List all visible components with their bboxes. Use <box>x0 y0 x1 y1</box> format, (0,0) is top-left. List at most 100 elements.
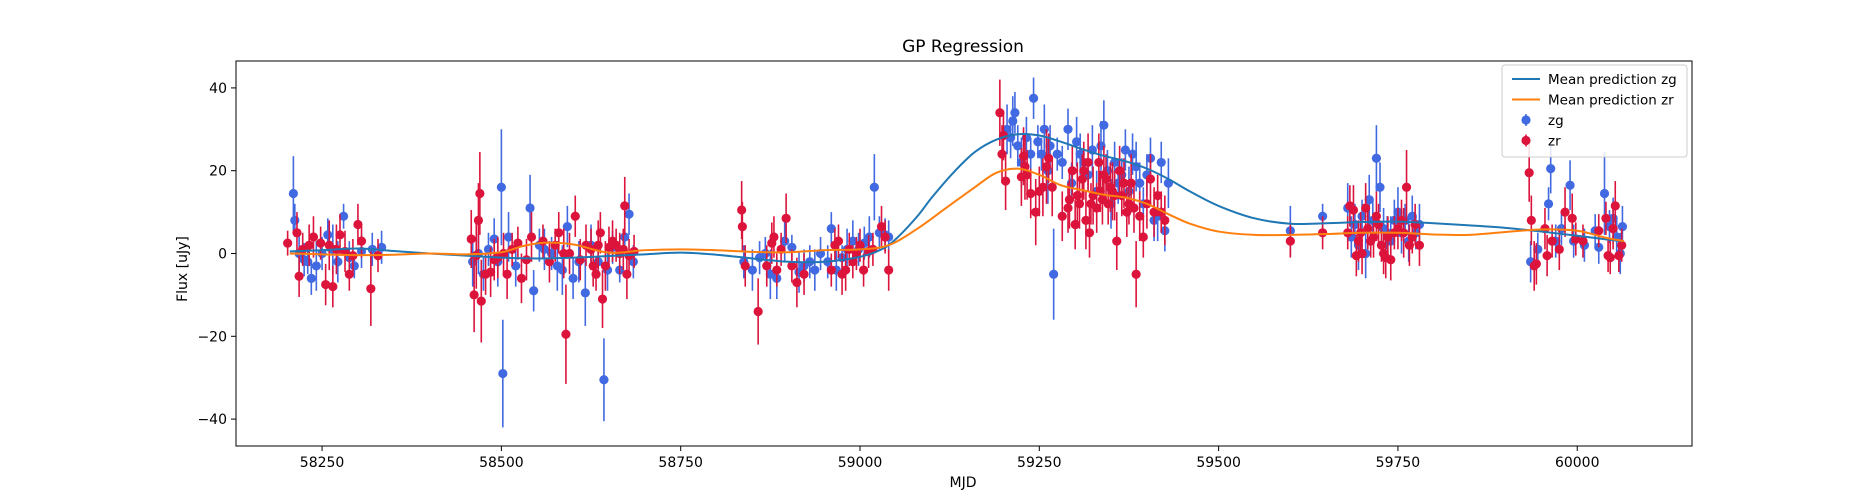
data-point-zg <box>498 368 508 379</box>
data-point-zr <box>1396 215 1407 225</box>
data-point-zr <box>521 255 532 265</box>
data-point-zr <box>1348 205 1359 215</box>
data-point-zr <box>538 236 548 246</box>
data-point-zr <box>1554 244 1564 254</box>
data-point-zr <box>466 234 476 244</box>
data-point-zg <box>1052 149 1062 159</box>
data-point-zr <box>308 232 319 242</box>
plot-area <box>283 77 1628 428</box>
data-point-zg <box>1565 180 1575 190</box>
data-point-zr <box>513 238 523 248</box>
data-point-zg <box>539 244 550 254</box>
data-point-zg <box>311 261 321 271</box>
data-point-zg <box>306 273 316 283</box>
data-point-zr <box>1138 232 1148 242</box>
data-point-zr <box>561 329 571 339</box>
data-point-zr <box>1070 219 1080 230</box>
data-point-zg <box>787 242 797 252</box>
legend-label: Mean prediction zg <box>1548 72 1677 88</box>
data-point-zg <box>1156 157 1166 168</box>
data-point-zr <box>1094 157 1104 168</box>
data-point-zg <box>1546 164 1556 174</box>
data-point-zg <box>1318 211 1328 221</box>
data-point-zr <box>1386 255 1396 265</box>
legend-label: Mean prediction zr <box>1548 93 1674 109</box>
data-point-zr <box>1361 203 1371 213</box>
line-Mean prediction zr <box>289 167 1625 257</box>
legend-marker-zg <box>1521 115 1531 125</box>
data-point-zr <box>1112 236 1122 246</box>
legend: Mean prediction zg Mean prediction zr zg zr <box>1501 64 1688 158</box>
data-point-zg <box>780 236 790 246</box>
data-point-zg <box>624 209 634 219</box>
data-point-zr <box>995 108 1005 118</box>
data-point-zr <box>1605 253 1615 263</box>
x-tick-label: 58500 <box>479 455 524 471</box>
data-point-zr <box>1578 236 1588 246</box>
data-point-zg <box>1364 195 1374 205</box>
data-point-zr <box>851 248 862 259</box>
legend-marker-zr <box>1521 135 1531 146</box>
data-point-zr <box>1041 161 1052 172</box>
data-point-zg <box>1135 178 1145 188</box>
data-point-zg <box>580 288 590 298</box>
data-point-zr <box>283 238 293 248</box>
data-point-zr <box>740 261 750 271</box>
x-axis-label: MJD <box>950 475 977 491</box>
data-point-zg <box>1072 137 1082 147</box>
data-point-zg <box>1028 93 1039 103</box>
data-point-zr <box>1119 178 1129 188</box>
data-point-zr <box>1371 211 1382 221</box>
data-point-zr <box>1601 213 1611 223</box>
data-point-zr <box>858 265 869 275</box>
data-point-zg <box>338 211 349 221</box>
data-point-zr <box>1129 203 1139 213</box>
data-point-zg <box>760 248 770 259</box>
data-point-zr <box>1077 174 1087 184</box>
data-point-zr <box>855 240 865 250</box>
data-point-zg <box>503 232 514 242</box>
data-point-zr <box>366 284 376 294</box>
data-point-zr <box>1092 203 1102 213</box>
data-point-zg <box>1063 124 1073 134</box>
data-point-zg <box>1533 244 1543 254</box>
data-point-zr <box>1610 201 1620 211</box>
legend-box <box>1501 64 1688 158</box>
data-point-zg <box>1617 221 1628 232</box>
data-point-zr <box>1153 190 1163 201</box>
data-point-zg <box>1008 116 1018 126</box>
data-point-zr <box>328 282 338 292</box>
data-point-zr <box>1115 166 1125 176</box>
data-point-zg <box>1371 153 1382 163</box>
data-point-zr <box>591 269 601 279</box>
y-tick-label: −20 <box>197 329 227 345</box>
data-point-zr <box>1285 236 1295 246</box>
data-point-zr <box>1560 207 1570 217</box>
data-point-zr <box>1547 236 1557 246</box>
data-point-zr <box>502 269 512 279</box>
data-point-zr <box>316 238 326 248</box>
data-point-zg <box>288 188 298 199</box>
data-point-zr <box>595 228 605 238</box>
data-point-zg <box>1357 211 1367 221</box>
data-point-zr <box>544 257 555 267</box>
data-point-zr <box>1608 224 1618 234</box>
data-point-zr <box>799 269 809 279</box>
data-point-zr <box>1131 269 1141 279</box>
data-point-zg <box>810 265 820 275</box>
data-point-zr <box>1057 211 1067 221</box>
data-point-zg <box>1026 149 1036 159</box>
x-tick-label: 59250 <box>1017 455 1062 471</box>
data-point-zr <box>1594 226 1604 236</box>
legend-label: zr <box>1548 134 1561 150</box>
legend-label: zg <box>1548 113 1564 129</box>
data-point-zr <box>469 290 479 300</box>
data-point-zr <box>294 271 304 281</box>
data-point-zr <box>1044 153 1054 163</box>
data-point-zg <box>869 182 879 192</box>
data-point-zr <box>1531 259 1541 269</box>
data-point-zr <box>593 240 603 250</box>
data-point-zr <box>1038 182 1048 192</box>
data-point-zr <box>1063 203 1073 213</box>
data-point-zr <box>476 296 486 306</box>
